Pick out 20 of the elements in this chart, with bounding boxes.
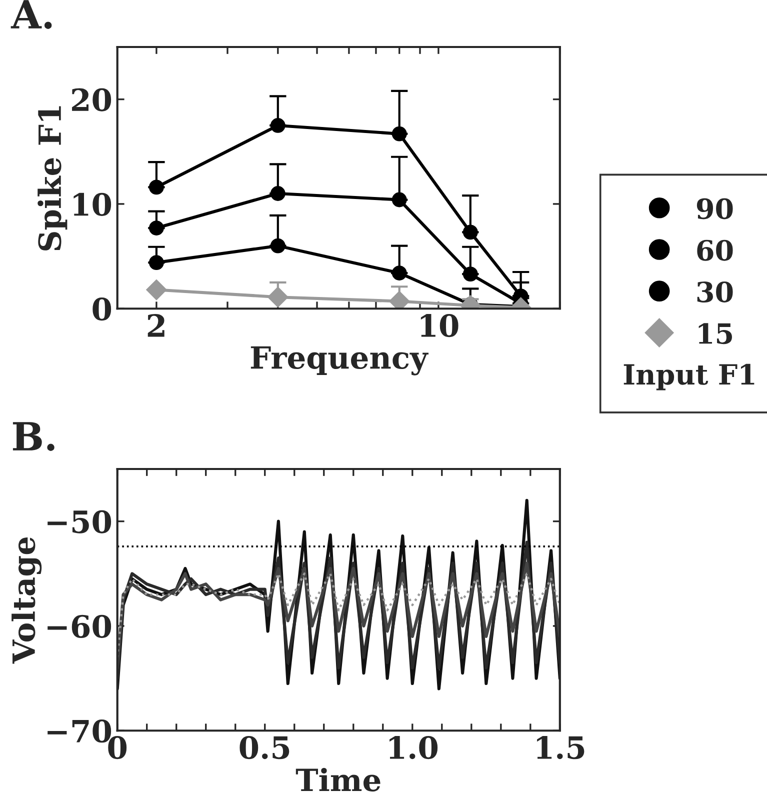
x-tick-label: 1.5	[537, 736, 584, 760]
legend-label: 90	[696, 198, 733, 220]
y-axis-title: Spike F1	[38, 106, 68, 250]
x-tick-label: 2	[148, 314, 164, 337]
legend-title: Input F1	[624, 364, 754, 390]
x-axis-title: Time	[296, 768, 380, 792]
legend-label: 15	[698, 323, 732, 344]
x-axis-title: Frequency	[250, 346, 429, 376]
y-tick-label: −50	[48, 510, 112, 534]
legend-label: 30	[697, 281, 733, 302]
y-axis-title: Voltage	[12, 537, 42, 664]
chart-title: B.	[12, 422, 54, 451]
y-tick-label: 20	[72, 88, 112, 112]
y-tick-label: −60	[48, 614, 112, 638]
legend-label: 60	[697, 240, 733, 261]
chart-title: A.	[10, 0, 52, 29]
x-tick-label: 0.5	[240, 736, 290, 760]
x-tick-label: 1.0	[390, 736, 438, 760]
y-tick-label: 10	[74, 192, 112, 216]
y-tick-label: 0	[92, 298, 112, 321]
